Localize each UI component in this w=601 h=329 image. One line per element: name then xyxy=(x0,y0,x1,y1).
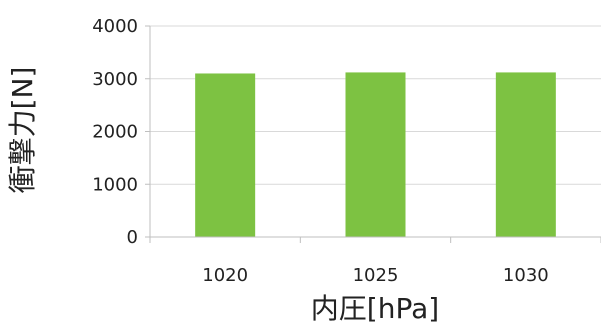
axes xyxy=(145,25,601,243)
y-tick-label-4000: 4000 xyxy=(92,16,138,37)
x-tick-labels: 1020 1025 1030 xyxy=(202,265,548,286)
bars xyxy=(195,72,556,237)
x-tick-label-1020: 1020 xyxy=(202,265,248,286)
x-tick-label-1025: 1025 xyxy=(353,265,399,286)
x-tick-label-1030: 1030 xyxy=(503,265,549,286)
bar-1020 xyxy=(195,73,256,237)
y-tick-labels: 0 1000 2000 3000 4000 xyxy=(92,16,138,248)
y-tick-label-1000: 1000 xyxy=(92,174,138,195)
y-tick-label-2000: 2000 xyxy=(92,122,138,143)
y-tick-label-0: 0 xyxy=(127,227,138,248)
x-axis-title: 内圧[hPa] xyxy=(311,292,439,325)
y-tick-label-3000: 3000 xyxy=(92,69,138,90)
y-axis-title: 衝撃力[N] xyxy=(6,67,39,194)
bar-1030 xyxy=(495,72,556,237)
bar-1025 xyxy=(345,72,406,237)
